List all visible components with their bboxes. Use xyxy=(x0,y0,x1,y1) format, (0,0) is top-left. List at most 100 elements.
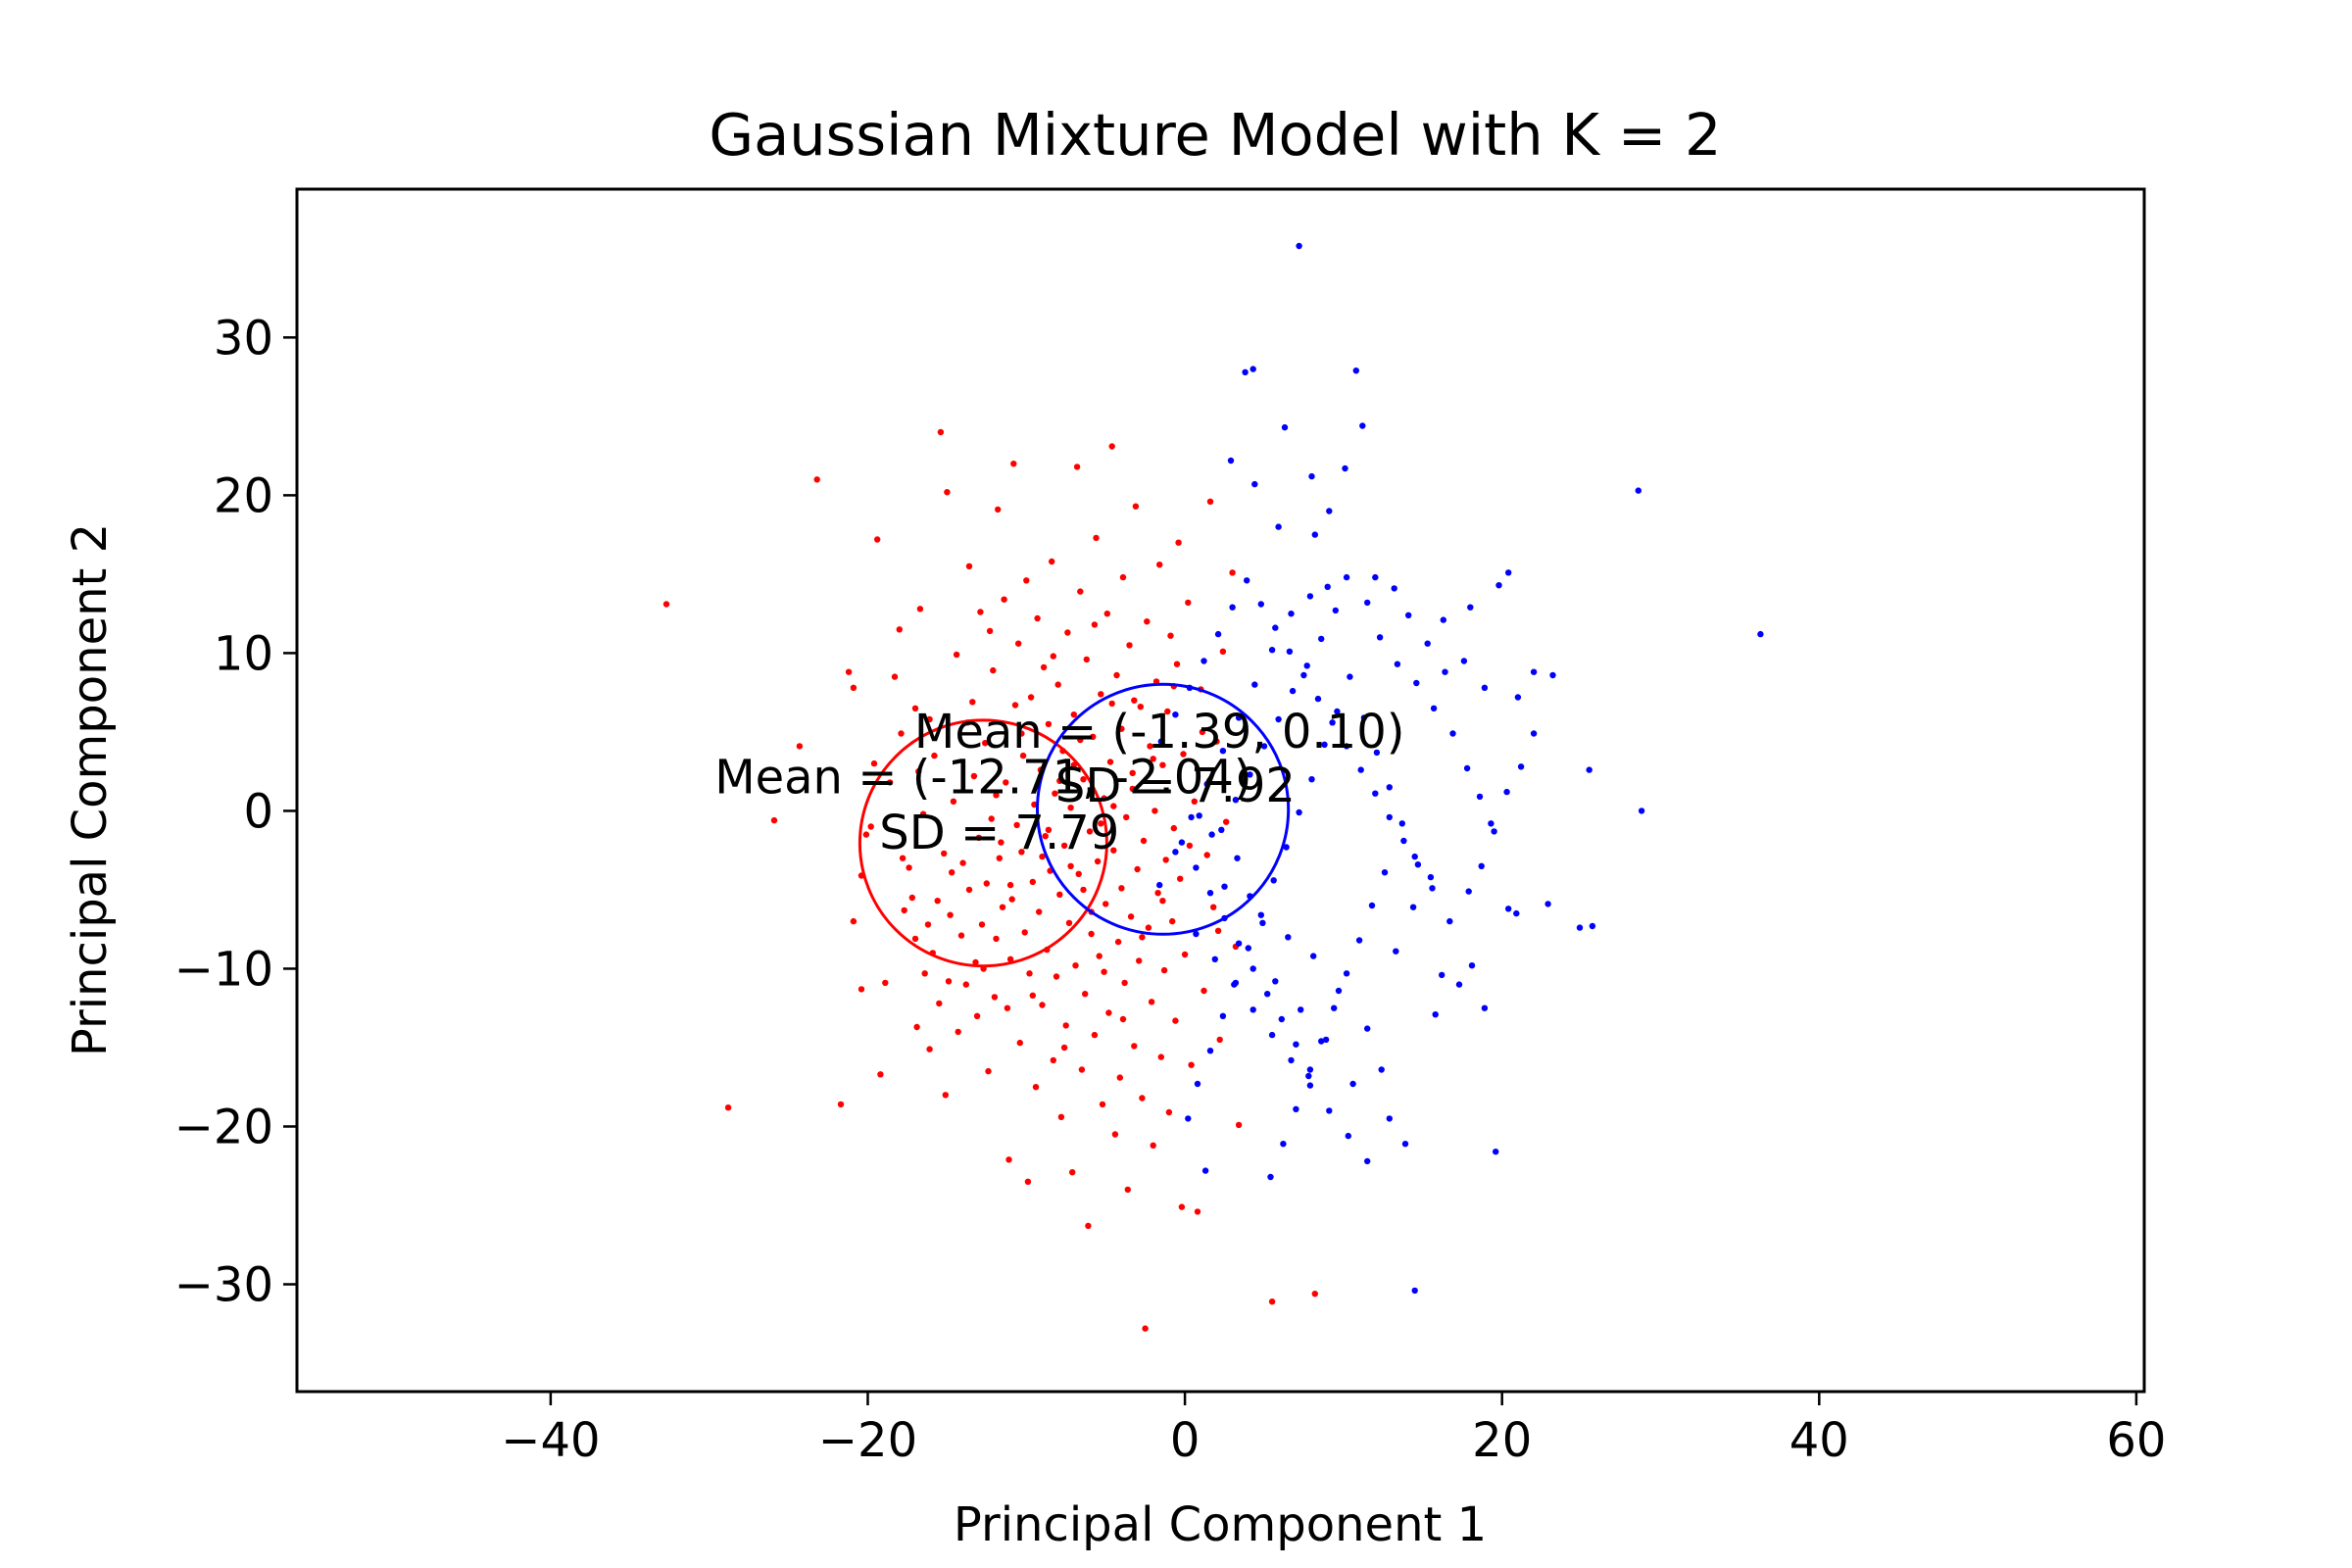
scatter-point xyxy=(1145,924,1152,931)
scatter-point xyxy=(1029,992,1037,999)
scatter-point xyxy=(1098,691,1104,698)
scatter-point xyxy=(1018,849,1025,856)
scatter-point xyxy=(1219,748,1227,755)
scatter-point xyxy=(1467,604,1474,611)
scatter-point xyxy=(1463,764,1471,772)
scatter-point xyxy=(1082,991,1089,998)
scatter-point xyxy=(1077,588,1084,595)
scatter-points xyxy=(662,242,1764,1332)
scatter-point xyxy=(915,768,922,775)
scatter-point xyxy=(969,699,976,706)
scatter-point xyxy=(1352,368,1360,374)
scatter-point xyxy=(1069,1169,1076,1176)
scatter-point xyxy=(936,1000,943,1007)
scatter-point xyxy=(1148,999,1155,1005)
scatter-point xyxy=(1110,803,1117,809)
scatter-point xyxy=(1178,1203,1186,1210)
scatter-point xyxy=(955,1028,961,1036)
scatter-point xyxy=(921,970,928,977)
scatter-point xyxy=(973,1012,981,1020)
scatter-point xyxy=(970,772,978,780)
scatter-point xyxy=(1001,596,1007,603)
scatter-point xyxy=(1180,751,1187,758)
scatter-point xyxy=(796,743,804,750)
y-tick-label: 0 xyxy=(243,784,273,839)
scatter-point xyxy=(1101,968,1107,975)
scatter-point xyxy=(1127,913,1135,920)
scatter-point xyxy=(1036,908,1043,915)
scatter-point xyxy=(1250,366,1256,372)
y-axis-label: Principal Component 2 xyxy=(63,523,118,1056)
component-circles xyxy=(858,682,1291,968)
scatter-point xyxy=(1429,885,1436,892)
scatter-point xyxy=(1251,681,1258,688)
scatter-point xyxy=(1070,711,1078,718)
scatter-point xyxy=(1331,1004,1338,1011)
scatter-point xyxy=(1455,981,1463,988)
scatter-point xyxy=(1108,443,1115,450)
scatter-point xyxy=(1040,663,1048,671)
scatter-point xyxy=(1173,661,1181,667)
scatter-point xyxy=(1045,720,1053,728)
scatter-point xyxy=(1156,562,1163,568)
scatter-point xyxy=(850,917,858,925)
annotation-label: SD = 7.92 xyxy=(1055,759,1296,813)
scatter-point xyxy=(1186,842,1194,850)
scatter-point xyxy=(1223,818,1230,825)
scatter-point xyxy=(911,935,919,943)
scatter-point xyxy=(1257,911,1265,918)
scatter-point xyxy=(1424,640,1431,647)
scatter-point xyxy=(1157,1054,1165,1060)
scatter-point xyxy=(999,904,1006,910)
scatter-point xyxy=(1275,523,1282,530)
scatter-point xyxy=(1449,730,1456,737)
scatter-point xyxy=(1311,1291,1319,1298)
scatter-point xyxy=(1193,864,1200,871)
scatter-point xyxy=(1032,1084,1040,1091)
scatter-point xyxy=(1178,839,1186,846)
scatter-point xyxy=(1219,1012,1227,1020)
scatter-point xyxy=(1049,558,1055,565)
scatter-point xyxy=(877,1071,884,1078)
scatter-point xyxy=(1326,508,1333,514)
y-tick-label: 20 xyxy=(214,468,273,523)
scatter-point xyxy=(1298,1006,1304,1013)
scatter-point xyxy=(1280,1141,1287,1148)
scatter-point xyxy=(995,506,1002,514)
scatter-point xyxy=(1345,1132,1352,1140)
scatter-point xyxy=(1067,862,1074,869)
scatter-point xyxy=(1119,1015,1127,1023)
scatter-point xyxy=(1247,771,1253,778)
scatter-point xyxy=(1303,662,1310,669)
scatter-point xyxy=(1296,808,1302,816)
scatter-point xyxy=(1332,607,1340,614)
scatter-point xyxy=(1083,656,1091,663)
scatter-point xyxy=(1257,601,1265,608)
y-tick-label: 10 xyxy=(214,626,273,681)
scatter-point xyxy=(1169,917,1176,925)
scatter-point xyxy=(1123,813,1130,821)
scatter-point xyxy=(1229,604,1236,611)
scatter-point xyxy=(1446,917,1453,925)
scatter-point xyxy=(1442,668,1448,675)
scatter-point xyxy=(1264,991,1271,998)
scatter-point xyxy=(959,859,966,866)
scatter-point xyxy=(1214,927,1222,934)
scatter-point xyxy=(1131,1043,1138,1050)
scatter-point xyxy=(934,898,941,905)
scatter-point xyxy=(1576,924,1584,931)
scatter-point xyxy=(950,798,957,805)
scatter-point xyxy=(1065,919,1073,926)
scatter-point xyxy=(1194,1208,1201,1215)
scatter-point xyxy=(908,894,915,902)
scatter-point xyxy=(913,1023,920,1031)
scatter-point xyxy=(1270,877,1277,884)
scatter-point xyxy=(1288,611,1295,617)
scatter-point xyxy=(1114,938,1122,946)
scatter-point xyxy=(1139,934,1146,941)
scatter-point xyxy=(1289,687,1297,695)
scatter-point xyxy=(1162,857,1169,863)
scatter-point xyxy=(1757,630,1764,638)
scatter-point xyxy=(1039,1002,1046,1008)
scatter-point xyxy=(1026,970,1033,977)
